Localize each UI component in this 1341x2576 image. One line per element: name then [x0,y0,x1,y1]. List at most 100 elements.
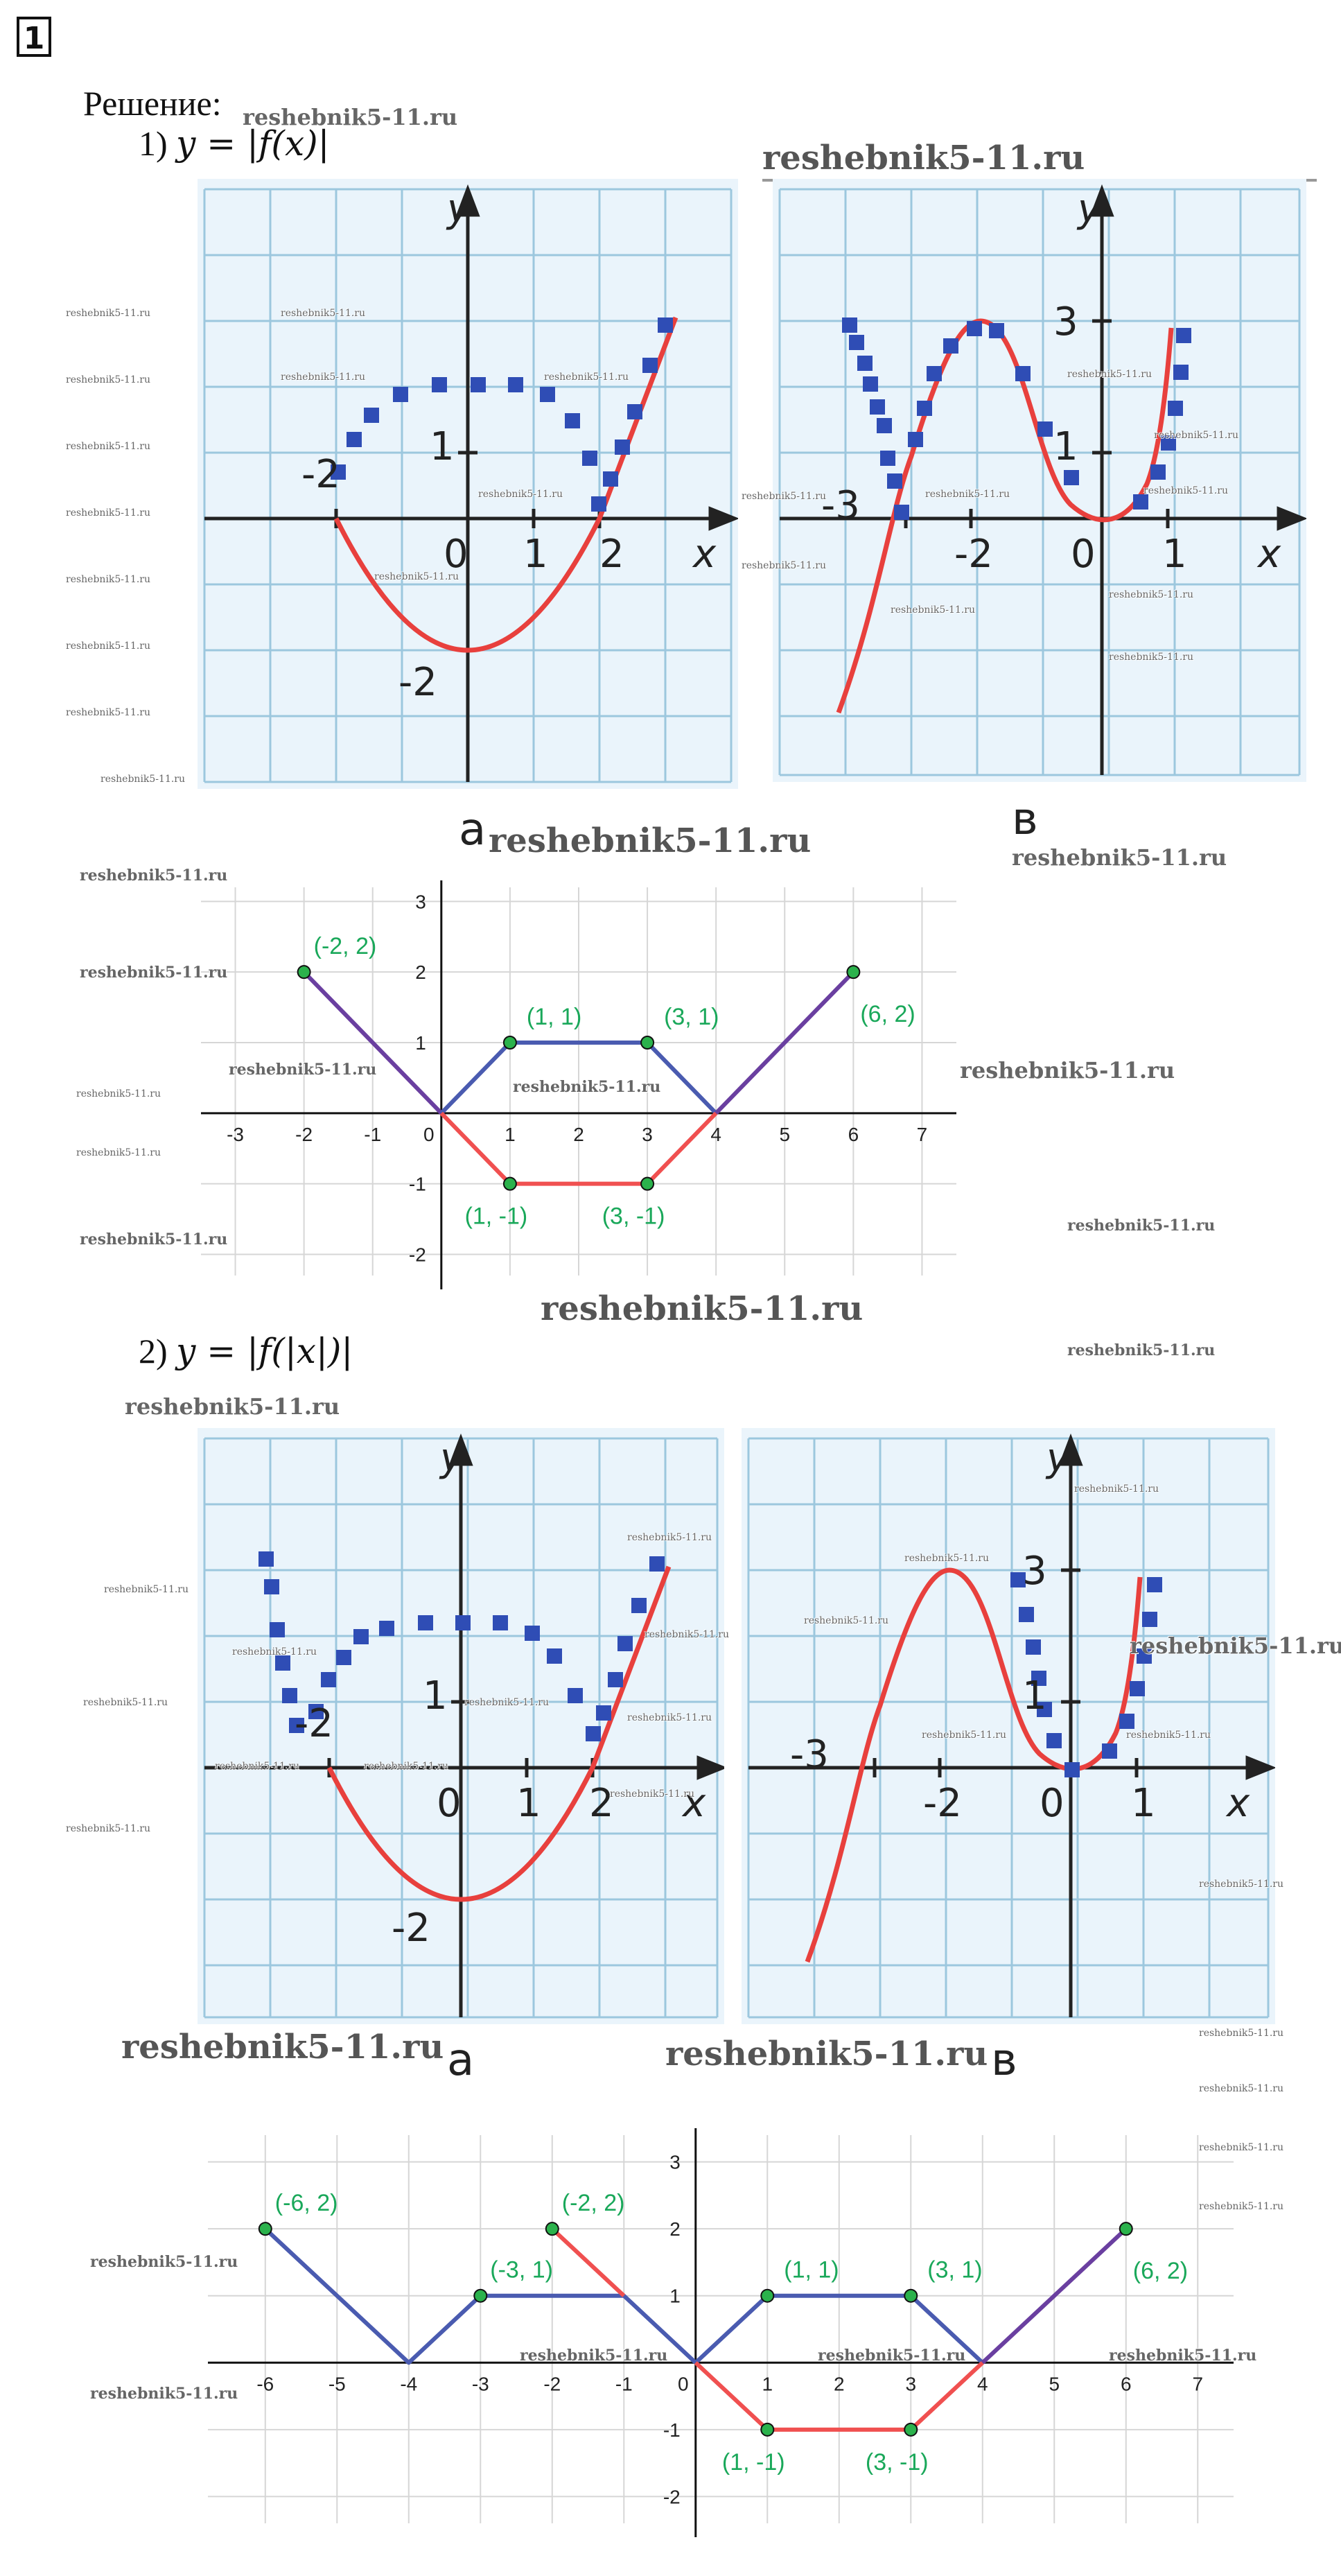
textbook-plot-1a: y x -2 0 1 2 1 -2 [198,179,738,789]
series-line-red [439,1111,718,1186]
tick-x-0: 0 [444,532,468,577]
point-label: (-2, 2) [562,2190,625,2216]
y-axis-name: y [1076,186,1101,232]
watermark: reshebnik5-11.ru [489,821,812,860]
textbook-plot-1v: y x -3 -2 0 1 1 3 [773,179,1306,782]
tick-x-neg3: -3 [821,483,860,528]
watermark: reshebnik5-11.ru [1154,430,1239,441]
tick-x-neg2: -2 [295,1701,333,1746]
watermark: reshebnik5-11.ru [891,604,976,616]
watermark: reshebnik5-11.ru [83,1697,168,1708]
watermark: reshebnik5-11.ru [100,774,186,785]
watermark: reshebnik5-11.ru [281,372,366,383]
watermark: reshebnik5-11.ru [742,560,827,571]
series-line-blue [694,2293,984,2365]
watermark: reshebnik5-11.ru [904,1553,990,1564]
x-tick-label: -1 [364,1124,381,1145]
data-point [1119,2222,1133,2236]
watermark: reshebnik5-11.ru [80,1230,228,1248]
point-label: (1, -1) [465,1203,528,1230]
tick-x-1: 1 [1162,532,1187,577]
point-label: (-6, 2) [275,2190,338,2216]
watermark: reshebnik5-11.ru [1067,369,1152,380]
watermark: reshebnik5-11.ru [281,308,366,319]
x-tick-label: -2 [295,1124,313,1145]
result-chart-2: -6 -5 -4 -3 -2 -1 0 1 2 3 4 5 6 7 -2 -1 1 2 3 (-6, 2) (-3, 1… [208,2128,1234,2537]
x-tick-label: 6 [1121,2373,1132,2394]
part1-heading: 1) y = |f(x)| [139,123,330,164]
y-tick-label: -1 [409,1174,426,1195]
x-tick-label: 2 [834,2373,845,2394]
x-tick-label: 5 [779,1124,790,1145]
tick-x-neg3: -3 [790,1732,829,1777]
chart-grid [208,2135,1234,2523]
watermark: reshebnik5-11.ru [665,2035,988,2073]
x-tick-label: -4 [400,2373,417,2394]
tick-x-0: 0 [1040,1781,1064,1826]
watermark: reshebnik5-11.ru [66,641,151,652]
x-tick-label: 4 [710,1124,721,1145]
y-tick-label: -2 [409,1244,426,1265]
watermark: reshebnik5-11.ru [374,571,459,582]
data-point [545,2222,559,2236]
curve-f [326,1565,672,1902]
y-tick-label: 3 [415,891,426,912]
series-line-purple [715,971,855,1115]
series-line-purple [302,971,443,1115]
point-label: (1, -1) [722,2449,785,2475]
watermark: reshebnik5-11.ru [80,867,228,885]
grid [747,1437,1270,2019]
data-point [904,2288,918,2303]
point-label: (-2, 2) [314,933,377,959]
point-label: (6, 2) [1133,2258,1188,2284]
curve-f [333,316,678,653]
watermark: reshebnik5-11.ru [1199,1879,1284,1890]
axes [748,1433,1275,2017]
data-point [473,2288,488,2303]
watermark: reshebnik5-11.ru [1074,1483,1159,1495]
panel-letter-2v: в [991,2035,1017,2086]
series-line-red [550,2227,626,2297]
x-tick-label: 1 [762,2373,773,2394]
watermark: reshebnik5-11.ru [960,1057,1175,1084]
watermark: reshebnik5-11.ru [1143,485,1229,496]
point-label: (3, -1) [866,2449,929,2475]
watermark: reshebnik5-11.ru [66,574,151,585]
watermark: reshebnik5-11.ru [464,1697,550,1708]
data-point [640,1036,655,1050]
point-label: (1, 1) [527,1004,581,1030]
watermark: reshebnik5-11.ru [76,1147,161,1158]
watermark: reshebnik5-11.ru [645,1629,730,1640]
y-axis-name: y [1045,1436,1070,1481]
watermark: reshebnik5-11.ru [66,441,151,452]
part2-label: 2) [139,1332,168,1370]
watermark: reshebnik5-11.ru [1199,2142,1284,2153]
x-tick-label: -5 [328,2373,346,2394]
watermark: reshebnik5-11.ru [80,964,228,982]
series-line-blue [439,1041,718,1115]
x-tick-label: 1 [505,1124,516,1145]
x-tick-label: -3 [472,2373,489,2394]
series-line-red [694,2361,984,2432]
tick-y-3: 3 [1053,299,1078,345]
watermark: reshebnik5-11.ru [925,489,1010,500]
watermark: reshebnik5-11.ru [818,2347,966,2365]
x-tick-label: -2 [543,2373,561,2394]
watermark: reshebnik5-11.ru [364,1761,449,1772]
point-label: (3, 1) [927,2257,982,2283]
tick-x-2: 2 [589,1781,614,1826]
abs-curve-squares [331,317,673,512]
tick-x-neg2: -2 [301,452,340,497]
x-tick-label: 7 [917,1124,928,1145]
series-line-purple [981,2227,1128,2365]
watermark: reshebnik5-11.ru [66,1823,151,1834]
tick-x-neg2: -2 [923,1781,962,1826]
tick-y-1: 1 [423,1673,448,1718]
data-point [640,1176,655,1191]
x-tick-label: 6 [848,1124,859,1145]
point-label: (6, 2) [860,1001,915,1027]
watermark: reshebnik5-11.ru [90,2385,238,2403]
watermark: reshebnik5-11.ru [104,1584,189,1595]
tick-x-2: 2 [599,532,624,577]
problem-number: 1 [17,17,51,57]
